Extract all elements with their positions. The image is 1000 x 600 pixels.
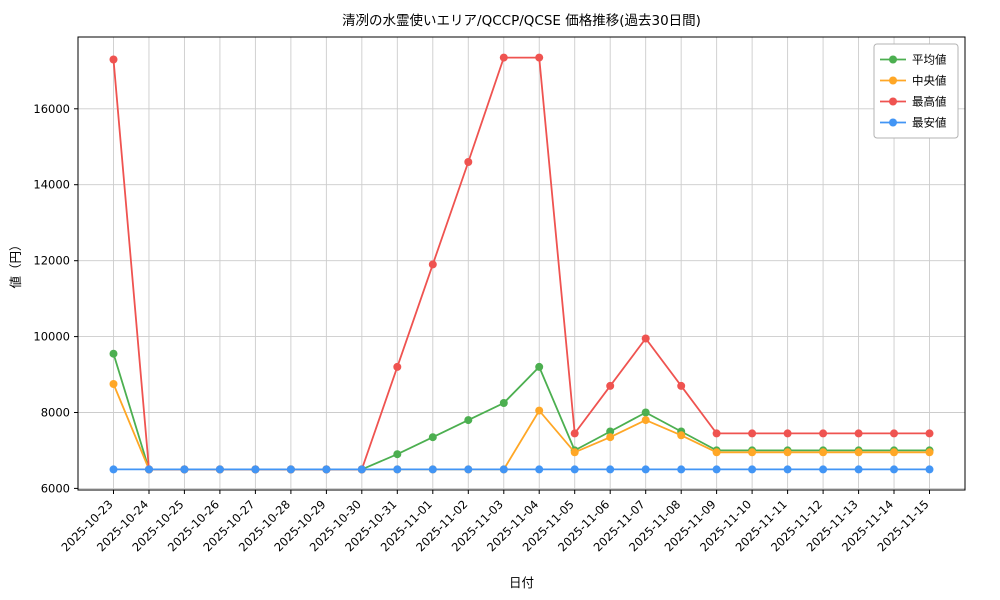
series-marker-平均値 — [464, 416, 473, 425]
series-marker-最安値 — [393, 465, 402, 474]
series-marker-最安値 — [748, 465, 757, 474]
series-marker-最安値 — [322, 465, 331, 474]
series-marker-最高値 — [464, 158, 473, 166]
legend-marker — [889, 118, 897, 127]
series-marker-最安値 — [180, 465, 189, 474]
series-marker-最安値 — [464, 465, 473, 474]
series-line-最高値 — [112, 56, 930, 471]
legend-box — [873, 43, 959, 139]
series-marker-最安値 — [606, 465, 615, 474]
series-marker-最安値 — [428, 465, 437, 474]
series-marker-中央値 — [748, 448, 757, 457]
series-marker-最高値 — [393, 362, 402, 371]
series-marker-最高値 — [677, 381, 686, 390]
series-marker-中央値 — [819, 448, 828, 457]
series-marker-中央値 — [570, 448, 579, 457]
series-marker-最安値 — [854, 465, 863, 474]
series-marker-中央値 — [783, 448, 792, 457]
legend-marker — [889, 97, 897, 106]
series-line-中央値 — [112, 383, 930, 471]
legend-item-最高値: 最高値 — [880, 95, 947, 109]
series-marker-最安値 — [251, 465, 260, 474]
series-marker-平均値 — [606, 427, 615, 436]
series-marker-平均値 — [393, 450, 402, 459]
y-tick-label: 8000 — [41, 406, 70, 420]
series-marker-最安値 — [890, 465, 898, 474]
y-tick-label: 16000 — [33, 102, 70, 116]
series-marker-最高値 — [748, 429, 757, 438]
legend-marker — [889, 55, 897, 64]
series-marker-最高値 — [535, 53, 544, 62]
series-marker-平均値 — [641, 408, 650, 417]
series-marker-最安値 — [712, 465, 721, 474]
series-marker-中央値 — [854, 448, 863, 457]
legend-item-平均値: 平均値 — [880, 53, 947, 67]
series-marker-中央値 — [925, 448, 934, 457]
series-marker-最安値 — [570, 465, 579, 474]
series-marker-最安値 — [499, 465, 508, 474]
series-marker-最高値 — [854, 429, 863, 438]
series-marker-中央値 — [641, 416, 650, 425]
legend-item-中央値: 中央値 — [880, 74, 947, 88]
series-marker-最安値 — [925, 465, 934, 474]
series-marker-平均値 — [428, 433, 437, 442]
series-marker-最安値 — [535, 465, 544, 474]
series-marker-最高値 — [712, 429, 721, 438]
series-marker-平均値 — [499, 399, 508, 407]
series-marker-中央値 — [890, 448, 898, 457]
y-tick-label: 6000 — [41, 481, 70, 495]
series-marker-最高値 — [925, 429, 934, 438]
series-marker-最高値 — [819, 429, 828, 438]
series-marker-平均値 — [535, 362, 544, 371]
legend-label: 最安値 — [912, 116, 947, 130]
y-tick-label: 14000 — [33, 178, 70, 192]
series-marker-最安値 — [109, 465, 118, 474]
series-marker-最安値 — [215, 465, 224, 474]
legend-item-最安値: 最安値 — [880, 116, 947, 130]
series-marker-最安値 — [641, 465, 650, 474]
series-marker-最安値 — [357, 465, 366, 474]
series-marker-最高値 — [606, 381, 615, 390]
chart-title: 清冽の水霊使いエリア/QCCP/QCSE 価格推移(過去30日間) — [342, 12, 701, 29]
plot-border — [77, 36, 966, 491]
series-marker-最高値 — [890, 429, 898, 438]
series-marker-最安値 — [783, 465, 792, 474]
legend-label: 最高値 — [912, 95, 947, 109]
y-tick-label: 12000 — [33, 254, 70, 268]
series-marker-中央値 — [535, 406, 544, 415]
series-marker-最高値 — [109, 55, 118, 64]
legend-label: 平均値 — [912, 53, 947, 67]
series-marker-最安値 — [819, 465, 828, 474]
series-marker-最高値 — [499, 53, 508, 62]
series-marker-最高値 — [783, 429, 792, 438]
legend-label: 中央値 — [912, 74, 947, 88]
y-tick-label: 10000 — [33, 330, 70, 344]
series-marker-最高値 — [570, 429, 579, 438]
series-marker-最安値 — [286, 465, 295, 474]
series-marker-中央値 — [712, 448, 721, 457]
series-marker-中央値 — [677, 431, 686, 440]
y-axis-label: 値（円） — [8, 238, 23, 288]
x-axis-label: 日付 — [509, 575, 534, 590]
series-marker-最高値 — [641, 334, 650, 343]
series-marker-中央値 — [606, 433, 615, 442]
series-marker-中央値 — [109, 380, 118, 388]
legend-marker — [889, 76, 897, 85]
series-marker-最安値 — [677, 465, 686, 474]
series-marker-平均値 — [109, 349, 118, 358]
series-marker-最安値 — [145, 465, 153, 474]
series-marker-最高値 — [428, 260, 437, 269]
